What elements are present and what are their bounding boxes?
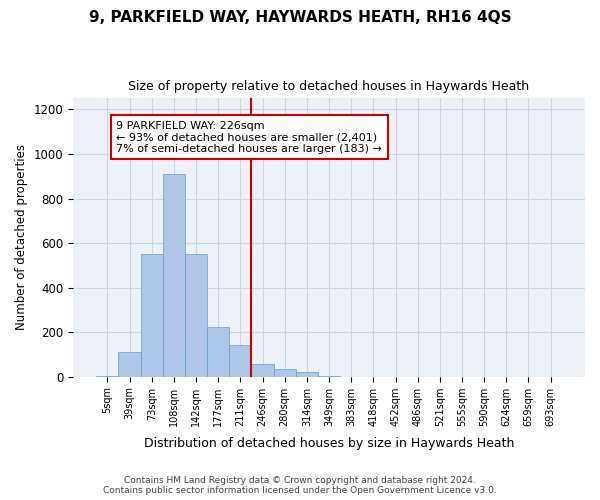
Bar [296,372,318,376]
Bar [118,352,140,376]
Bar [274,369,296,376]
Bar [207,326,229,376]
X-axis label: Distribution of detached houses by size in Haywards Heath: Distribution of detached houses by size … [144,437,514,450]
Bar [251,364,274,376]
Text: 9, PARKFIELD WAY, HAYWARDS HEATH, RH16 4QS: 9, PARKFIELD WAY, HAYWARDS HEATH, RH16 4… [89,10,511,25]
Bar [185,254,207,376]
Text: 9 PARKFIELD WAY: 226sqm
← 93% of detached houses are smaller (2,401)
7% of semi-: 9 PARKFIELD WAY: 226sqm ← 93% of detache… [116,120,382,154]
Title: Size of property relative to detached houses in Haywards Heath: Size of property relative to detached ho… [128,80,530,93]
Bar [229,346,251,376]
Bar [163,174,185,376]
Bar [140,254,163,376]
Y-axis label: Number of detached properties: Number of detached properties [15,144,28,330]
Text: Contains HM Land Registry data © Crown copyright and database right 2024.
Contai: Contains HM Land Registry data © Crown c… [103,476,497,495]
